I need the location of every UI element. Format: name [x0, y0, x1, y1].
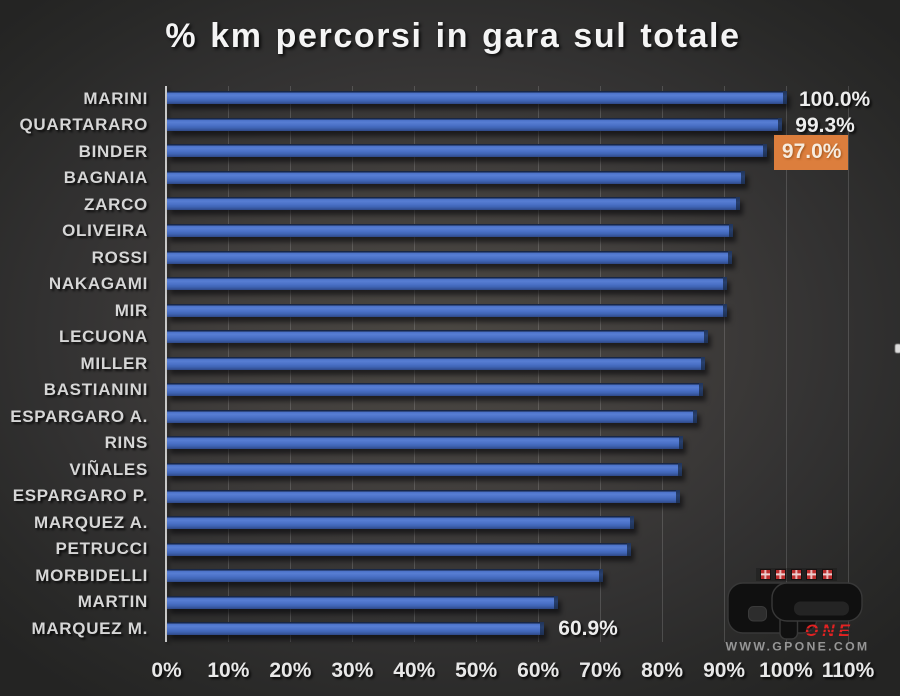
svg-text:WWW.GPONE.COM: WWW.GPONE.COM: [726, 640, 870, 654]
svg-text:ONE: ONE: [805, 621, 854, 640]
